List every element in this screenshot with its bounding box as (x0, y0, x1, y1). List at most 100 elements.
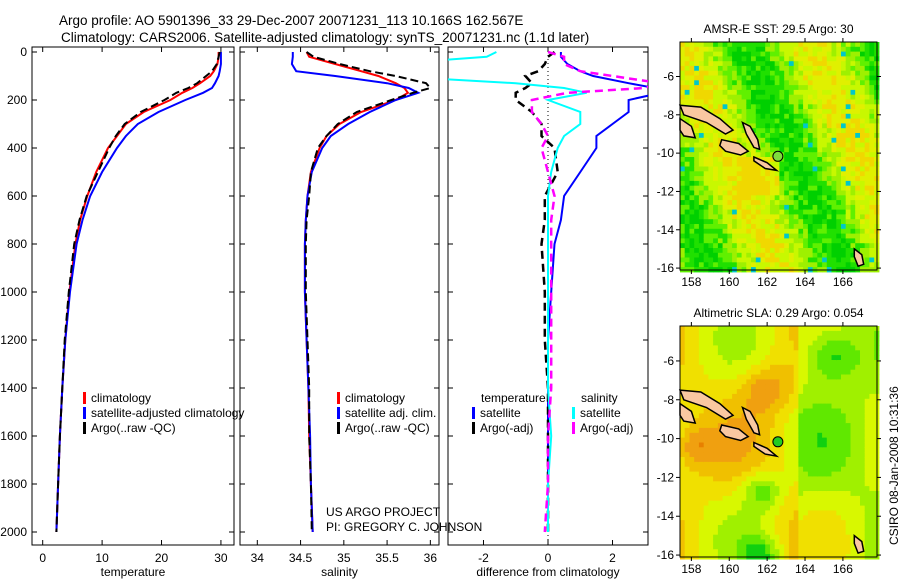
map-cell (727, 330, 733, 337)
map-cell (755, 389, 761, 395)
map-cell (698, 471, 705, 477)
map-cell (807, 452, 814, 458)
map-cell (708, 200, 714, 206)
map-cell (826, 389, 832, 395)
map-cell (841, 262, 847, 268)
map-cell (703, 99, 709, 105)
y-tick-label: 1400 (0, 381, 27, 395)
map-cell (717, 209, 724, 215)
map-cell (779, 364, 785, 371)
map-y-tick-label: -8 (663, 393, 674, 407)
map-cell (722, 539, 728, 545)
map-cell (741, 80, 747, 86)
map-cell (831, 262, 837, 268)
map-cell (684, 369, 690, 376)
map-cell (689, 51, 695, 57)
map-cell (722, 418, 728, 424)
map-cell (826, 109, 832, 115)
map-cell (703, 51, 709, 57)
map-cell (722, 350, 728, 356)
map-cell (746, 171, 752, 177)
map-cell (760, 180, 766, 187)
map-cell (850, 452, 856, 458)
map-cell (770, 104, 776, 110)
map-cell (760, 340, 766, 346)
map-cell (836, 61, 842, 67)
map-cell (746, 70, 752, 76)
map-cell (755, 118, 761, 124)
map-cell (841, 432, 847, 439)
map-cell (841, 461, 847, 468)
map-cell (698, 166, 705, 172)
map-cell (850, 471, 856, 477)
map-cell (845, 447, 851, 453)
map-cell (850, 549, 856, 555)
map-cell (765, 355, 771, 361)
map-cell (864, 133, 870, 139)
map-cell (784, 476, 790, 482)
map-cell (774, 233, 780, 239)
map-cell (717, 166, 724, 172)
map-cell (755, 500, 761, 507)
map-cell (717, 457, 724, 463)
map-cell (765, 515, 771, 521)
map-cell (732, 157, 738, 163)
map-cell (689, 515, 695, 521)
map-cell (717, 529, 724, 536)
map-cell (760, 326, 766, 332)
map-cell (779, 461, 785, 468)
map-cell (812, 408, 818, 414)
x-tick-label: 34.5 (289, 551, 313, 565)
map-cell (694, 243, 700, 249)
map-cell (746, 99, 752, 105)
map-cell (798, 457, 804, 463)
map-cell (845, 185, 851, 191)
map-cell (722, 335, 728, 342)
map-cell (855, 418, 861, 424)
map-cell (860, 335, 866, 342)
map-cell (831, 104, 837, 110)
map-cell (793, 128, 799, 134)
map-cell (793, 491, 799, 497)
map-cell (741, 209, 747, 215)
map-cell (703, 335, 709, 342)
map-cell (717, 355, 724, 361)
map-cell (807, 379, 814, 385)
map-cell (788, 176, 795, 182)
map-cell (741, 94, 747, 100)
map-cell (760, 123, 766, 129)
map-cell (807, 442, 814, 448)
map-cell (798, 214, 804, 220)
map-cell (736, 75, 742, 81)
map-cell (760, 219, 766, 225)
legend-satellite-swatch (83, 407, 86, 419)
map-cell (755, 345, 761, 351)
map-cell (793, 500, 799, 507)
map-cell (803, 403, 809, 409)
map-cell (746, 330, 752, 337)
map-cell (760, 147, 766, 153)
map-cell (841, 243, 847, 249)
map-cell (784, 123, 790, 129)
map-cell (779, 243, 785, 249)
map-cell (841, 418, 847, 424)
map-cell (860, 209, 866, 215)
map-cell (860, 214, 866, 220)
map-cell (817, 350, 823, 356)
map-cell (765, 544, 771, 550)
map-cell (869, 510, 875, 516)
map-cell (770, 549, 776, 555)
map-cell (774, 389, 780, 395)
map-cell (831, 195, 837, 201)
map-cell (826, 209, 832, 215)
map-cell (822, 379, 828, 385)
map-cell (751, 85, 757, 91)
map-cell (826, 432, 832, 439)
map-cell (855, 200, 861, 206)
map-cell (694, 549, 700, 555)
map-cell (774, 408, 780, 414)
map-cell (860, 355, 866, 361)
map-cell (680, 209, 686, 215)
map-cell (836, 393, 842, 400)
map-cell (793, 525, 799, 531)
